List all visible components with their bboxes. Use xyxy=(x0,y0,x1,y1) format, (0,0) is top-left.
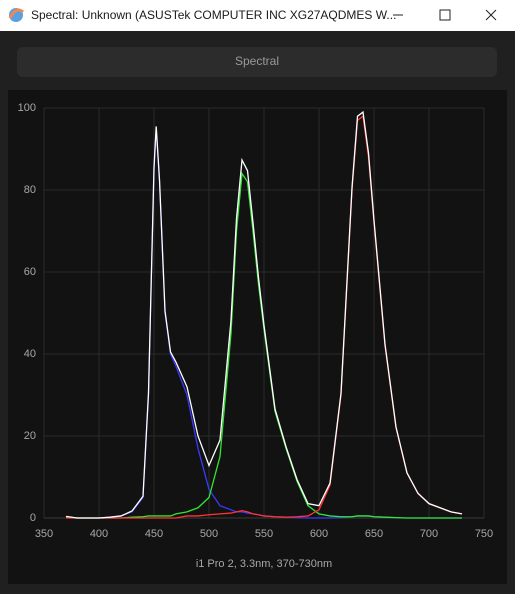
x-tick-label: 550 xyxy=(255,528,273,540)
y-tick-label: 0 xyxy=(30,512,36,524)
x-tick-label: 450 xyxy=(145,528,163,540)
x-tick-label: 600 xyxy=(310,528,328,540)
y-tick-label: 60 xyxy=(24,266,36,278)
y-tick-label: 20 xyxy=(24,430,36,442)
button-label[interactable]: Spectral xyxy=(235,54,279,68)
spectrum-line xyxy=(65,110,463,519)
x-axis-label: i1 Pro 2, 3.3nm, 370-730nm xyxy=(196,558,332,570)
y-tick-label: 100 xyxy=(18,102,36,114)
plot: 0 20 40 60 80 100 350 400 450 500 550 600 650 700 750 i… xyxy=(18,102,494,570)
x-tick-label: 350 xyxy=(35,528,53,540)
close[interactable] xyxy=(485,9,497,21)
x-tick-label: 650 xyxy=(365,528,383,540)
app-icon-swirl xyxy=(8,8,24,19)
y-tick-label: 40 xyxy=(24,348,36,360)
spectral-button[interactable] xyxy=(17,47,497,77)
plot-panel xyxy=(8,90,507,584)
maximize[interactable] xyxy=(439,9,451,21)
y-tick-label: 80 xyxy=(24,184,36,196)
title-bar xyxy=(0,0,515,31)
x-tick-label: 500 xyxy=(200,528,218,540)
x-tick-label: 400 xyxy=(90,528,108,540)
x-tick-label: 700 xyxy=(420,528,438,540)
x-tick-label: 750 xyxy=(475,528,493,540)
window-title: Spectral: Unknown (ASUSTek COMPUTER INC … xyxy=(31,8,396,22)
spectrum-line xyxy=(65,171,462,519)
